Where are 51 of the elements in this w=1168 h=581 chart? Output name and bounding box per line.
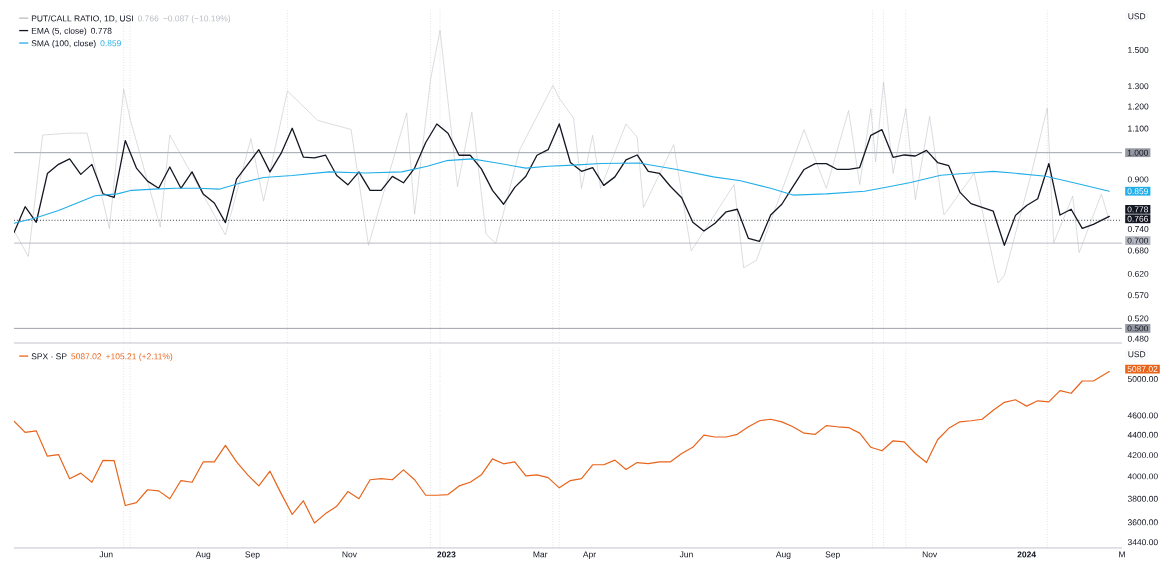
y-tick-label: 0.570 <box>1127 292 1149 299</box>
y-tick-label: 3440.00 <box>1127 539 1158 546</box>
y-tick-label: 1.300 <box>1128 83 1149 90</box>
annotation: 0.859 <box>100 40 121 47</box>
annotation: 0.766 <box>137 15 159 22</box>
y-tick-label: 3800.00 <box>1127 495 1158 502</box>
x-tick-label: 2023 <box>437 551 456 558</box>
annotation: −0.087 (−10.19%) <box>163 15 231 24</box>
y-tick-label: 4000.00 <box>1127 473 1158 480</box>
x-tick-label: Nov <box>922 551 938 558</box>
legend-label: SPX · SP <box>31 353 67 360</box>
ref-line-label: 0.766 <box>1127 215 1149 222</box>
y-tick-label: 0.480 <box>1127 335 1149 342</box>
annotation: 5087.02 <box>1127 366 1158 373</box>
y-tick-label: 4400.00 <box>1127 431 1158 438</box>
legend-label: SMA (100, close) <box>31 40 96 48</box>
x-tick-label: Sep <box>825 551 840 560</box>
annotation: 5087.02 <box>71 353 102 360</box>
x-tick-label: Jun <box>99 551 113 558</box>
x-tick-label: Aug <box>195 551 211 560</box>
x-tick-label: Apr <box>582 551 596 560</box>
x-tick-label: Mar <box>533 551 548 558</box>
y-tick-label: 4600.00 <box>1127 412 1158 419</box>
y-tick-label: 1.100 <box>1128 125 1149 132</box>
text: USD <box>1128 351 1146 358</box>
legend-label: PUT/CALL RATIO, 1D, USI <box>31 15 133 23</box>
y-tick-label: 5000.00 <box>1127 376 1158 383</box>
y-tick-label: 0.680 <box>1127 247 1149 254</box>
ref-line-label: 1.000 <box>1127 149 1149 156</box>
ref-line-label: 0.700 <box>1127 237 1149 244</box>
y-tick-label: 0.620 <box>1127 270 1149 277</box>
legend-label: EMA (5, close) <box>31 27 87 36</box>
annotation: +105.21 (+2.11%) <box>105 353 173 362</box>
x-tick-label: Aug <box>775 551 791 560</box>
y-tick-label: 1.200 <box>1128 103 1149 110</box>
annotation: 0.859 <box>1127 188 1148 195</box>
y-tick-label: 3600.00 <box>1127 519 1158 526</box>
x-tick-label: Sep <box>245 551 260 560</box>
x-tick-label: M <box>1119 551 1125 558</box>
x-tick-label: Jun <box>679 551 693 558</box>
ref-line-label: 0.500 <box>1127 325 1149 332</box>
y-tick-label: 4200.00 <box>1127 452 1158 459</box>
x-tick-label: Nov <box>342 551 357 558</box>
y-tick-label: 0.740 <box>1127 226 1149 233</box>
x-tick-label: 2024 <box>1017 551 1036 558</box>
y-tick-label: 0.900 <box>1127 176 1149 183</box>
annotation: 0.778 <box>1127 206 1149 213</box>
annotation: 0.778 <box>91 27 112 34</box>
text: USD <box>1128 13 1146 20</box>
y-tick-label: 1.500 <box>1128 46 1149 53</box>
y-tick-label: 0.520 <box>1127 315 1149 322</box>
